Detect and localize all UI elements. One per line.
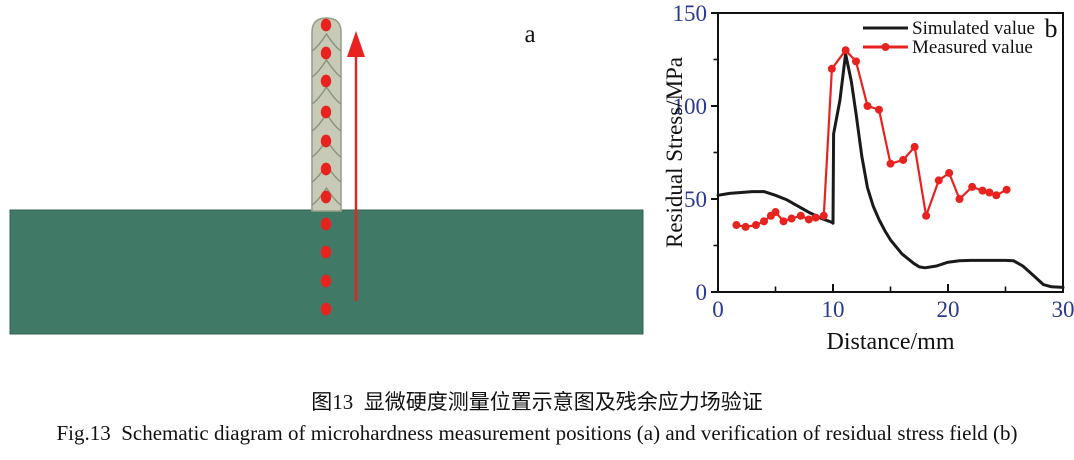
measured-point <box>934 176 943 185</box>
measured-point <box>827 64 836 73</box>
measured-point <box>852 57 860 66</box>
measurement-point <box>320 134 332 148</box>
y-tick-label: 100 <box>673 94 708 119</box>
measured-point <box>922 211 931 220</box>
measurement-point <box>320 302 332 316</box>
chart-panel-b: 0 50 100 150 0 10 20 30 Distance/mm Residual Stre… <box>662 1 1074 355</box>
y-tick-label: 150 <box>673 1 708 26</box>
measured-point <box>841 46 850 55</box>
measured-point <box>910 142 919 151</box>
x-tick-label: 20 <box>937 297 960 322</box>
measurement-point <box>320 74 332 88</box>
measured-point <box>732 221 741 230</box>
y-tick-label: 50 <box>684 187 707 212</box>
panel-label-a: a <box>524 21 535 48</box>
legend-simulated-label: Simulated value <box>912 18 1035 39</box>
measurement-point <box>320 190 332 204</box>
measured-point <box>985 188 994 197</box>
measured-point <box>819 211 828 220</box>
x-tick-label: 0 <box>712 297 724 322</box>
measured-point <box>751 221 760 230</box>
measured-point <box>760 217 768 226</box>
x-axis-label: Distance/mm <box>827 329 955 355</box>
wall-layer-line <box>311 58 342 78</box>
measured-point <box>875 105 883 114</box>
simulated-line <box>716 52 1065 289</box>
measured-point <box>741 222 750 231</box>
measurement-point <box>320 105 332 119</box>
measured-point <box>771 208 780 217</box>
measured-point <box>886 159 895 168</box>
y-axis-label: Residual Stress/MPa <box>662 57 687 248</box>
y-tick-label: 0 <box>696 280 708 305</box>
measured-point <box>804 215 813 224</box>
caption-chinese: 图13 显微硬度测量位置示意图及残余应力场验证 <box>311 390 763 414</box>
measured-point <box>787 214 796 223</box>
measured-point <box>811 213 820 222</box>
wall-layer-line <box>311 32 342 52</box>
measured-point <box>978 186 987 195</box>
measured-point <box>796 211 805 220</box>
measurement-point <box>320 18 332 32</box>
x-tick-label: 10 <box>822 297 845 322</box>
measurement-point <box>320 162 332 176</box>
legend-marker-sample <box>881 43 890 51</box>
measured-point <box>945 168 954 177</box>
caption-english: Fig.13 Schematic diagram of microhardnes… <box>56 421 1018 445</box>
plot-frame <box>717 12 1064 293</box>
measured-point <box>899 155 908 164</box>
measured-point <box>992 191 1001 200</box>
legend-measured-label: Measured value <box>912 37 1033 58</box>
measurement-point <box>320 245 332 259</box>
scan-direction-arrowhead <box>347 31 365 57</box>
measured-point <box>863 102 872 110</box>
x-tick-label: 30 <box>1052 297 1074 322</box>
schematic-panel-a: a <box>9 17 644 335</box>
measured-point <box>968 182 977 191</box>
measured-point <box>955 195 964 203</box>
measurement-point <box>320 217 332 231</box>
measured-point <box>779 217 788 226</box>
measurement-point <box>320 46 332 60</box>
panel-label-b: b <box>1045 14 1058 43</box>
measured-point <box>1002 185 1011 194</box>
wall-layer-line <box>311 186 342 206</box>
measurement-point <box>320 274 332 288</box>
